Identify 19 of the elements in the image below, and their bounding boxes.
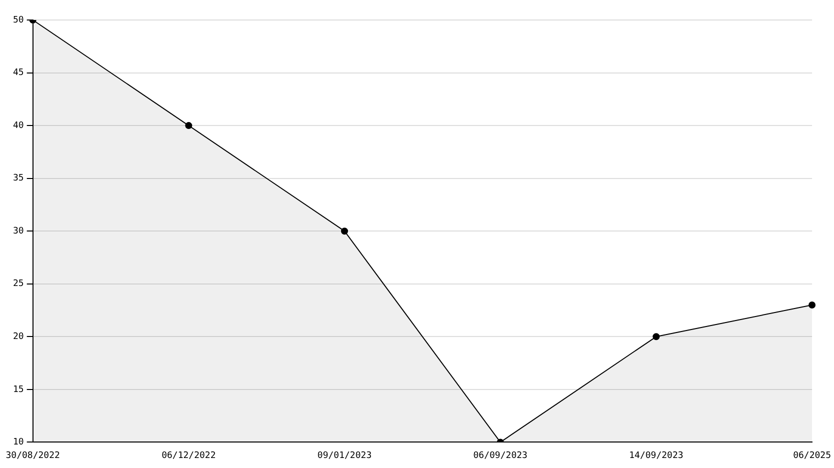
point xyxy=(808,301,816,308)
x-tick-label: 06/09/2023 xyxy=(473,450,528,461)
point xyxy=(652,333,660,340)
x-tick-label: 06/12/2022 xyxy=(162,450,216,461)
x-tick-label: 09/01/2023 xyxy=(317,450,372,461)
y-tick-label: 30 xyxy=(12,226,24,236)
y-tick-label: 40 xyxy=(12,120,24,131)
point xyxy=(185,122,192,130)
y-tick-label: 25 xyxy=(12,279,24,290)
y-tick-label: 45 xyxy=(12,68,24,78)
y-tick-label: 35 xyxy=(12,174,24,184)
x-tick-label: 14/09/2023 xyxy=(629,450,684,461)
point xyxy=(341,228,348,235)
y-tick-label: 15 xyxy=(12,384,24,395)
y-tick-label: 50 xyxy=(12,15,24,26)
x-tick-label: 06/2025 xyxy=(793,450,832,461)
y-tick-label: 10 xyxy=(12,438,24,448)
x-tick-label: 30/08/2022 xyxy=(6,450,60,461)
y-tick-label: 20 xyxy=(12,332,24,342)
